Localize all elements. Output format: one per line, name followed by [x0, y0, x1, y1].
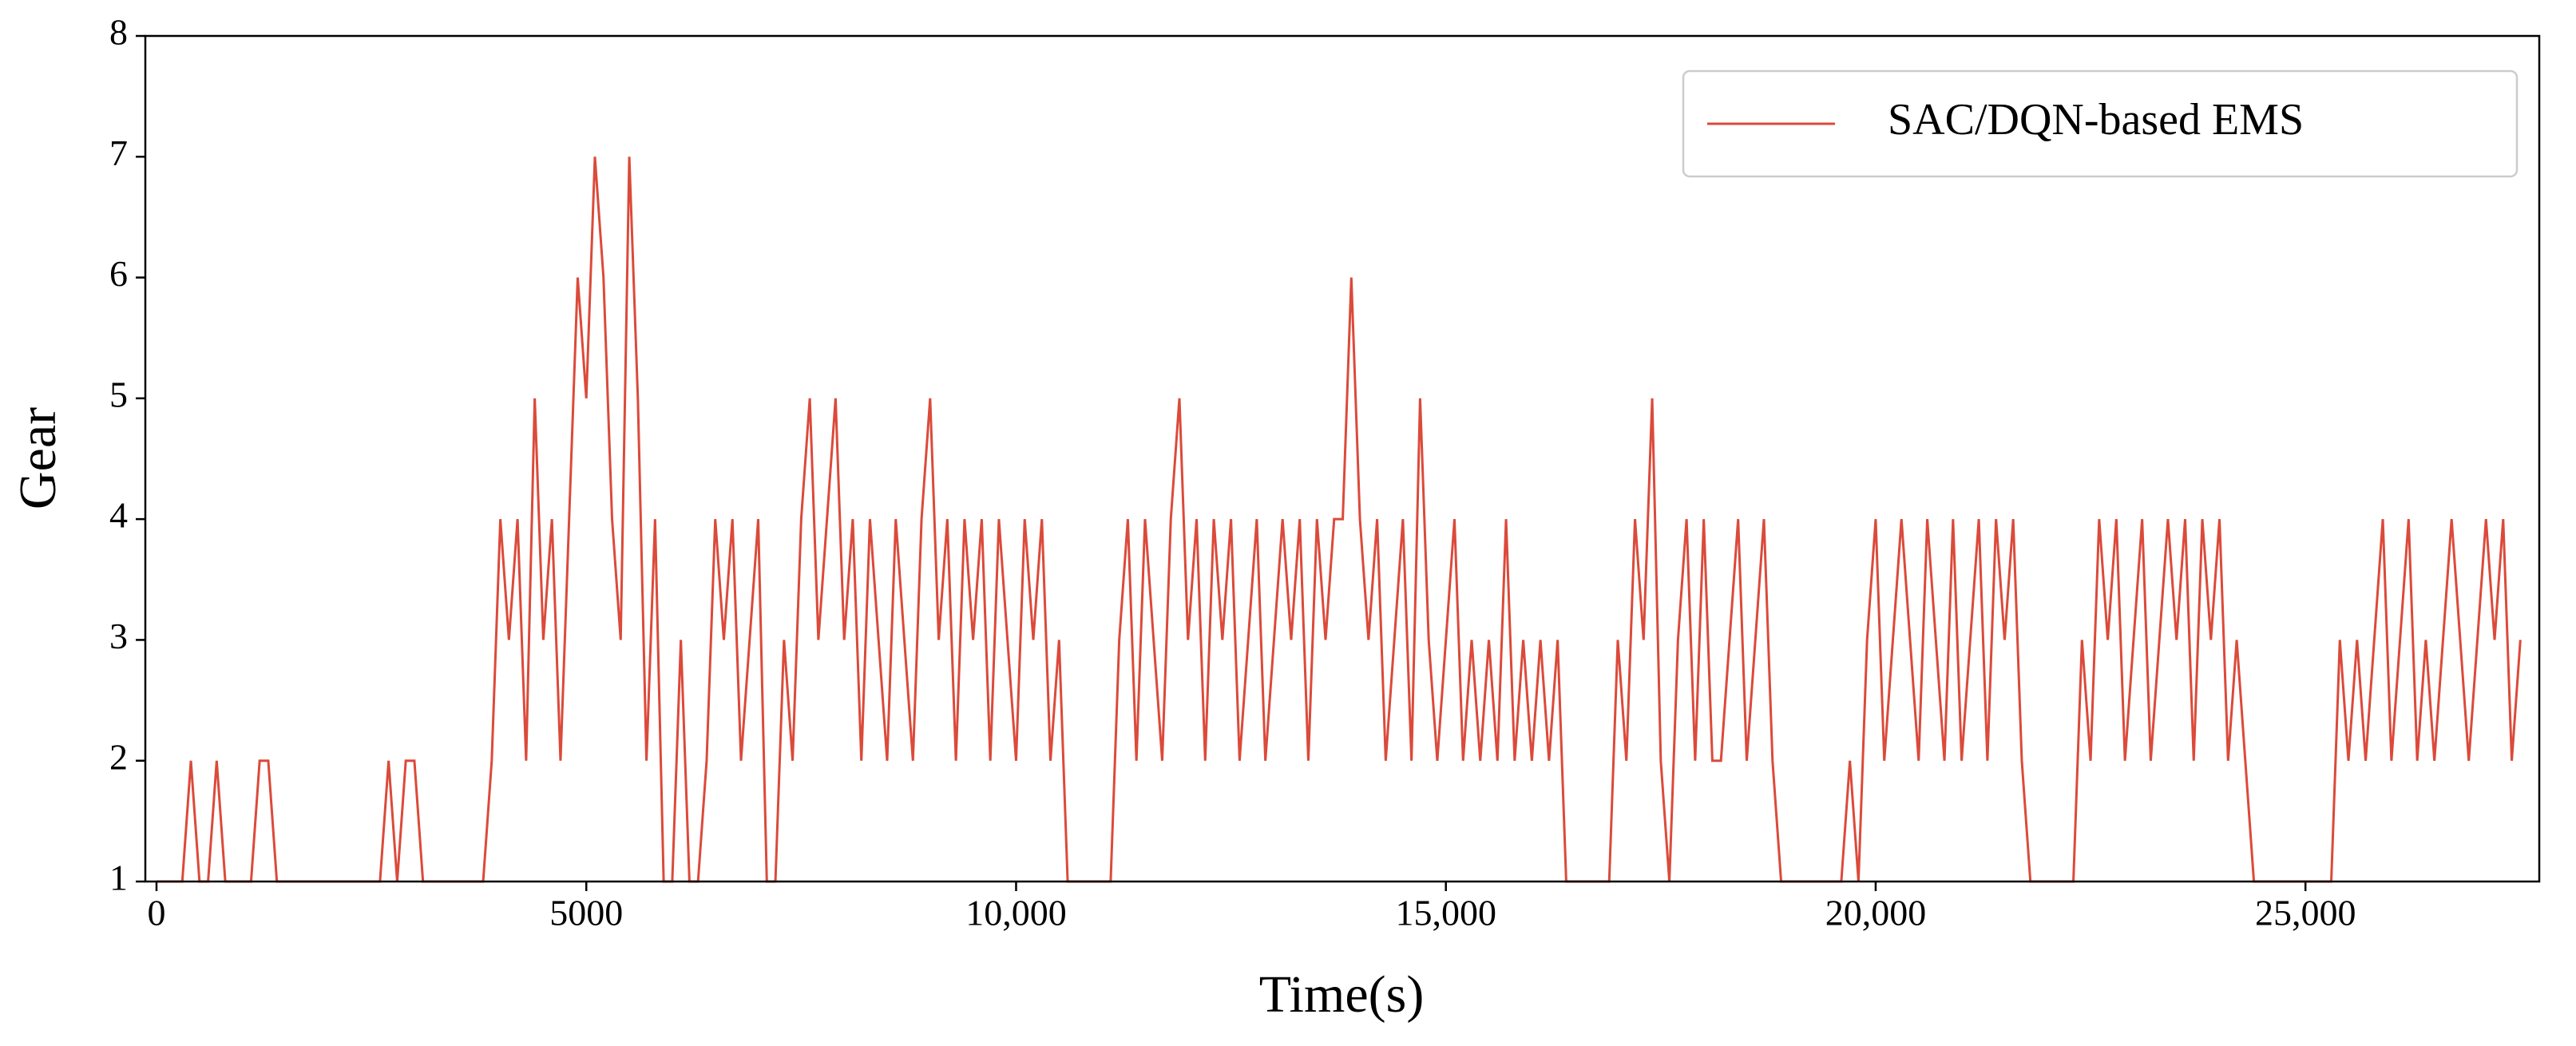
legend-box: [1682, 69, 2519, 178]
y-tick-label: 6: [109, 253, 128, 294]
x-axis-label: Time(s): [1259, 965, 1425, 1024]
y-tick-label: 5: [109, 374, 128, 414]
y-tick-label: 2: [109, 736, 128, 777]
y-axis-label: Gear: [9, 407, 67, 509]
x-tick-label: 25,000: [2255, 893, 2356, 933]
data-line: [156, 157, 2522, 883]
y-tick-label: 7: [109, 133, 128, 173]
y-tick-label: 8: [109, 12, 128, 53]
x-tick-label: 15,000: [1395, 893, 1496, 933]
legend-label: SAC/DQN-based EMS: [1888, 95, 2304, 145]
y-tick-label: 4: [109, 495, 128, 536]
y-tick-label: 3: [109, 616, 128, 656]
x-tick-label: 10,000: [965, 893, 1067, 933]
plot-frame: [144, 34, 2541, 883]
x-tick-label: 20,000: [1825, 893, 1927, 933]
x-tick-label: 5000: [549, 893, 623, 933]
y-tick-label: 1: [109, 858, 128, 898]
x-tick-label: 0: [147, 893, 165, 933]
